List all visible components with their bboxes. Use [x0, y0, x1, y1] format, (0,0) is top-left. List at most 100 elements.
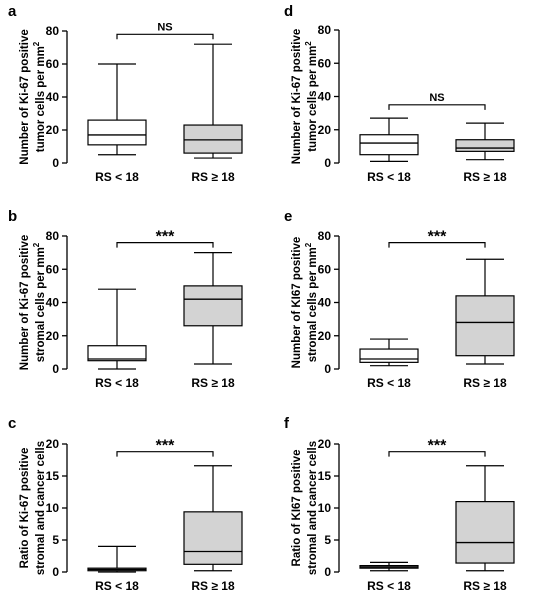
category-label: RS < 18 — [95, 579, 139, 593]
y-axis-title-line2: stromal cells per mm2 — [304, 242, 319, 362]
category-label: RS ≥ 18 — [463, 376, 507, 390]
y-tick-label: 0 — [52, 156, 59, 170]
y-tick-label: 0 — [324, 156, 331, 170]
iqr-box — [455, 501, 515, 564]
y-tick-label: 40 — [46, 296, 60, 310]
y-tick-label: 0 — [52, 362, 59, 376]
iqr-box — [455, 139, 515, 152]
significance-bracket — [116, 451, 214, 457]
y-tick-label: 10 — [46, 501, 60, 515]
significance-label: NS — [157, 21, 172, 33]
significance-bracket — [116, 242, 214, 248]
iqr-box — [359, 134, 419, 156]
category-label: RS < 18 — [367, 579, 411, 593]
y-tick-label: 80 — [46, 24, 60, 38]
significance-bracket — [388, 104, 486, 110]
y-tick-label: 20 — [46, 329, 60, 343]
box-1 — [87, 63, 147, 156]
y-tick-label: 60 — [46, 262, 60, 276]
iqr-box — [87, 119, 147, 146]
y-tick-label: 60 — [46, 57, 60, 71]
category-label: RS ≥ 18 — [191, 376, 235, 390]
category-label: RS < 18 — [95, 376, 139, 390]
significance-label: *** — [156, 438, 175, 455]
panel-letter: e — [284, 208, 292, 225]
panel-letter: c — [8, 415, 16, 432]
significance-label: *** — [428, 229, 447, 246]
y-tick-label: 15 — [46, 469, 60, 483]
y-tick-label: 80 — [318, 229, 332, 243]
y-axis-title-superscript: 2 — [304, 242, 313, 247]
y-axis-title-line1: Number of Ki-67 positive — [19, 235, 31, 370]
category-label: RS < 18 — [95, 170, 139, 184]
y-axis-title-line1: Ratio of Ki-67 positive — [19, 448, 31, 569]
box-2 — [455, 258, 515, 365]
category-label: RS ≥ 18 — [463, 579, 507, 593]
y-tick-label: 20 — [46, 123, 60, 137]
panel-e: e 0 20 40 60 80 Number of KI67 positive stromal… — [284, 208, 515, 390]
y-tick-label: 10 — [318, 501, 332, 515]
y-axis-title-superscript: 2 — [32, 41, 41, 46]
iqr-box — [359, 348, 419, 363]
significance-label: NS — [429, 92, 444, 104]
panel-letter: a — [8, 3, 17, 20]
panel-c: c 0 5 10 15 20 Ratio of Ki-67 positive stromal … — [8, 415, 243, 593]
y-tick-label: 0 — [324, 565, 331, 579]
y-axis-title-line2: tumor cells per mm2 — [32, 41, 47, 152]
y-axis-title-line1: Number of Ki-67 positive — [291, 29, 303, 164]
box-2 — [183, 465, 243, 572]
box-1 — [359, 338, 419, 367]
box-2 — [183, 252, 243, 365]
y-tick-label: 40 — [46, 90, 60, 104]
iqr-box — [183, 124, 243, 154]
panel-letter: b — [8, 208, 17, 225]
y-tick-label: 5 — [324, 533, 331, 547]
y-tick-label: 80 — [46, 229, 60, 243]
y-tick-label: 60 — [318, 56, 332, 70]
category-label: RS < 18 — [367, 376, 411, 390]
iqr-box — [183, 511, 243, 565]
significance-label: *** — [428, 438, 447, 455]
panel-letter: d — [284, 3, 293, 20]
significance-bracket — [116, 33, 214, 40]
box-1 — [359, 561, 419, 572]
y-axis-title-line2: stromal and cancer cells — [35, 441, 47, 575]
y-axis-title-line1: Ratio of KI67 positive — [291, 450, 303, 567]
panel-b: b 0 20 40 60 80 Number of Ki-67 positive stroma… — [8, 208, 243, 390]
iqr-box — [183, 285, 243, 327]
category-label: RS ≥ 18 — [463, 170, 507, 184]
y-axis-title-line2: tumor cells per mm2 — [304, 41, 319, 152]
y-tick-label: 20 — [46, 437, 60, 451]
y-tick-label: 40 — [318, 296, 332, 310]
y-tick-label: 20 — [318, 329, 332, 343]
y-tick-label: 0 — [52, 565, 59, 579]
significance-bracket — [388, 242, 486, 248]
y-tick-label: 0 — [324, 362, 331, 376]
box-2 — [455, 465, 515, 572]
panel-a: a 0 20 40 60 80 Number of Ki-67 positive tumor … — [8, 3, 243, 184]
y-tick-label: 5 — [52, 533, 59, 547]
y-axis-title-line2: stromal and cancer cells — [307, 441, 319, 575]
panel-letter: f — [284, 415, 290, 432]
y-axis-title-superscript: 2 — [304, 41, 313, 46]
significance-bracket — [388, 451, 486, 457]
y-tick-label: 60 — [318, 262, 332, 276]
box-2 — [455, 122, 515, 161]
iqr-box — [455, 295, 515, 357]
y-axis-title-line1: Number of KI67 positive — [291, 237, 303, 369]
box-2 — [183, 43, 243, 159]
significance-label: *** — [156, 229, 175, 246]
y-axis-title-line1: Number of Ki-67 positive — [19, 29, 31, 164]
panel-f: f 0 5 10 15 20 Ratio of KI67 positive stromal a… — [284, 415, 515, 593]
iqr-box — [87, 345, 147, 362]
y-tick-label: 20 — [318, 123, 332, 137]
y-tick-label: 40 — [318, 90, 332, 104]
category-label: RS ≥ 18 — [191, 579, 235, 593]
category-label: RS ≥ 18 — [191, 170, 235, 184]
y-tick-label: 20 — [318, 437, 332, 451]
panel-d: d 0 20 40 60 80 Number of Ki-67 positive tumor … — [284, 3, 515, 184]
box-1 — [359, 117, 419, 162]
y-tick-label: 80 — [318, 23, 332, 37]
box-1 — [87, 545, 147, 573]
